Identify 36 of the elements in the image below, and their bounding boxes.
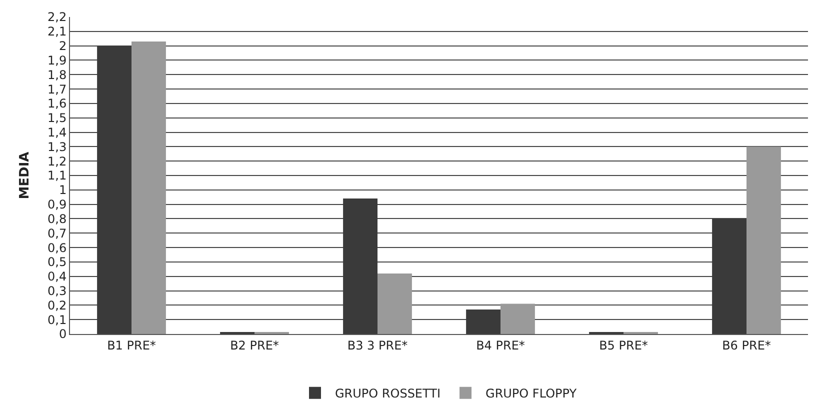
- y-tick-label: 1,2: [48, 154, 67, 168]
- y-tick-label: 1,8: [48, 68, 67, 82]
- y-tick-label: 1,1: [48, 168, 67, 183]
- bar: [500, 304, 535, 334]
- x-tick-label: B4 PRE*: [476, 338, 525, 352]
- x-tick-label: B3 3 PRE*: [347, 338, 408, 352]
- bar: [378, 273, 412, 334]
- y-tick-label: 1: [58, 183, 67, 198]
- y-tick-label: 0,9: [48, 198, 67, 212]
- y-tick-label: 0,8: [48, 212, 67, 226]
- y-tick-label: 2: [58, 39, 67, 54]
- y-tick-label: 1,6: [48, 96, 67, 111]
- y-tick-label: 0,7: [48, 226, 67, 240]
- y-tick-label: 2,2: [48, 10, 67, 24]
- y-tick-label: 1,4: [48, 125, 67, 140]
- x-tick-label: B1 PRE*: [107, 338, 156, 352]
- y-axis-title: MEDIA: [17, 152, 32, 200]
- y-tick-label: 0,3: [48, 284, 67, 298]
- x-tick-label: B5 PRE*: [599, 338, 648, 352]
- legend-label: GRUPO ROSSETTI: [335, 386, 441, 401]
- y-tick-label: 0,6: [48, 240, 67, 255]
- y-tick-label: 1,9: [48, 53, 67, 68]
- y-tick-label: 0,4: [48, 270, 67, 284]
- x-tick-label: B6 PRE*: [722, 338, 771, 352]
- x-tick-label: B2 PRE*: [230, 338, 279, 352]
- y-tick-label: 0: [58, 327, 67, 342]
- y-tick-label: 1,3: [48, 140, 67, 154]
- y-tick-label: 0,5: [48, 255, 67, 270]
- bar: [132, 42, 166, 334]
- bar: [746, 146, 781, 334]
- y-tick-label: 1,5: [48, 111, 67, 126]
- y-tick-label: 2,1: [48, 24, 67, 39]
- y-tick-label: 0,1: [48, 312, 67, 327]
- legend-label: GRUPO FLOPPY: [486, 386, 578, 401]
- y-tick-label: 1,7: [48, 82, 67, 96]
- y-tick-label: 0,2: [48, 298, 67, 312]
